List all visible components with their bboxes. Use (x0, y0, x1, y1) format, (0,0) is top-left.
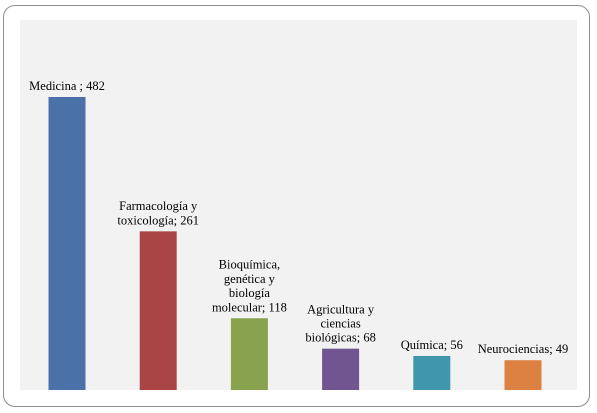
bar-group (48, 97, 542, 390)
data-label-4: Agricultura y ciencias biológicas; 68 (305, 302, 375, 344)
data-label-line: ciencias (320, 316, 360, 330)
data-label-line: Farmacología y (119, 199, 198, 213)
data-label-line: toxicología; 261 (117, 213, 199, 227)
data-label-3: Bioquímica, genética y biología molecular; … (212, 258, 287, 315)
data-label-2: Farmacología y toxicología; 261 (117, 199, 199, 227)
data-label-line: genética y (224, 272, 276, 286)
bar-4 (322, 348, 360, 390)
bar-1 (48, 97, 86, 390)
data-label-line: Bioquímica, (219, 258, 280, 272)
bar-2 (139, 231, 177, 390)
bar-6 (504, 360, 542, 390)
plot-area (20, 20, 577, 390)
bar-5 (413, 355, 451, 390)
data-label-line: molecular; 118 (212, 300, 287, 314)
data-label-1: Medicina ; 482 (29, 79, 105, 93)
data-label-line: Neurociencias; 49 (478, 342, 569, 356)
bar-3 (230, 318, 268, 390)
data-label-line: Agricultura y (307, 302, 375, 316)
data-label-6: Neurociencias; 49 (478, 342, 569, 356)
data-label-line: Medicina ; 482 (29, 79, 105, 93)
data-label-group: Medicina ; 482 Farmacología y toxicología;… (29, 79, 568, 356)
data-label-5: Química; 56 (401, 338, 463, 352)
data-label-line: biológicas; 68 (305, 331, 375, 345)
data-label-line: biología (229, 286, 270, 300)
data-label-line: Química; 56 (401, 338, 463, 352)
